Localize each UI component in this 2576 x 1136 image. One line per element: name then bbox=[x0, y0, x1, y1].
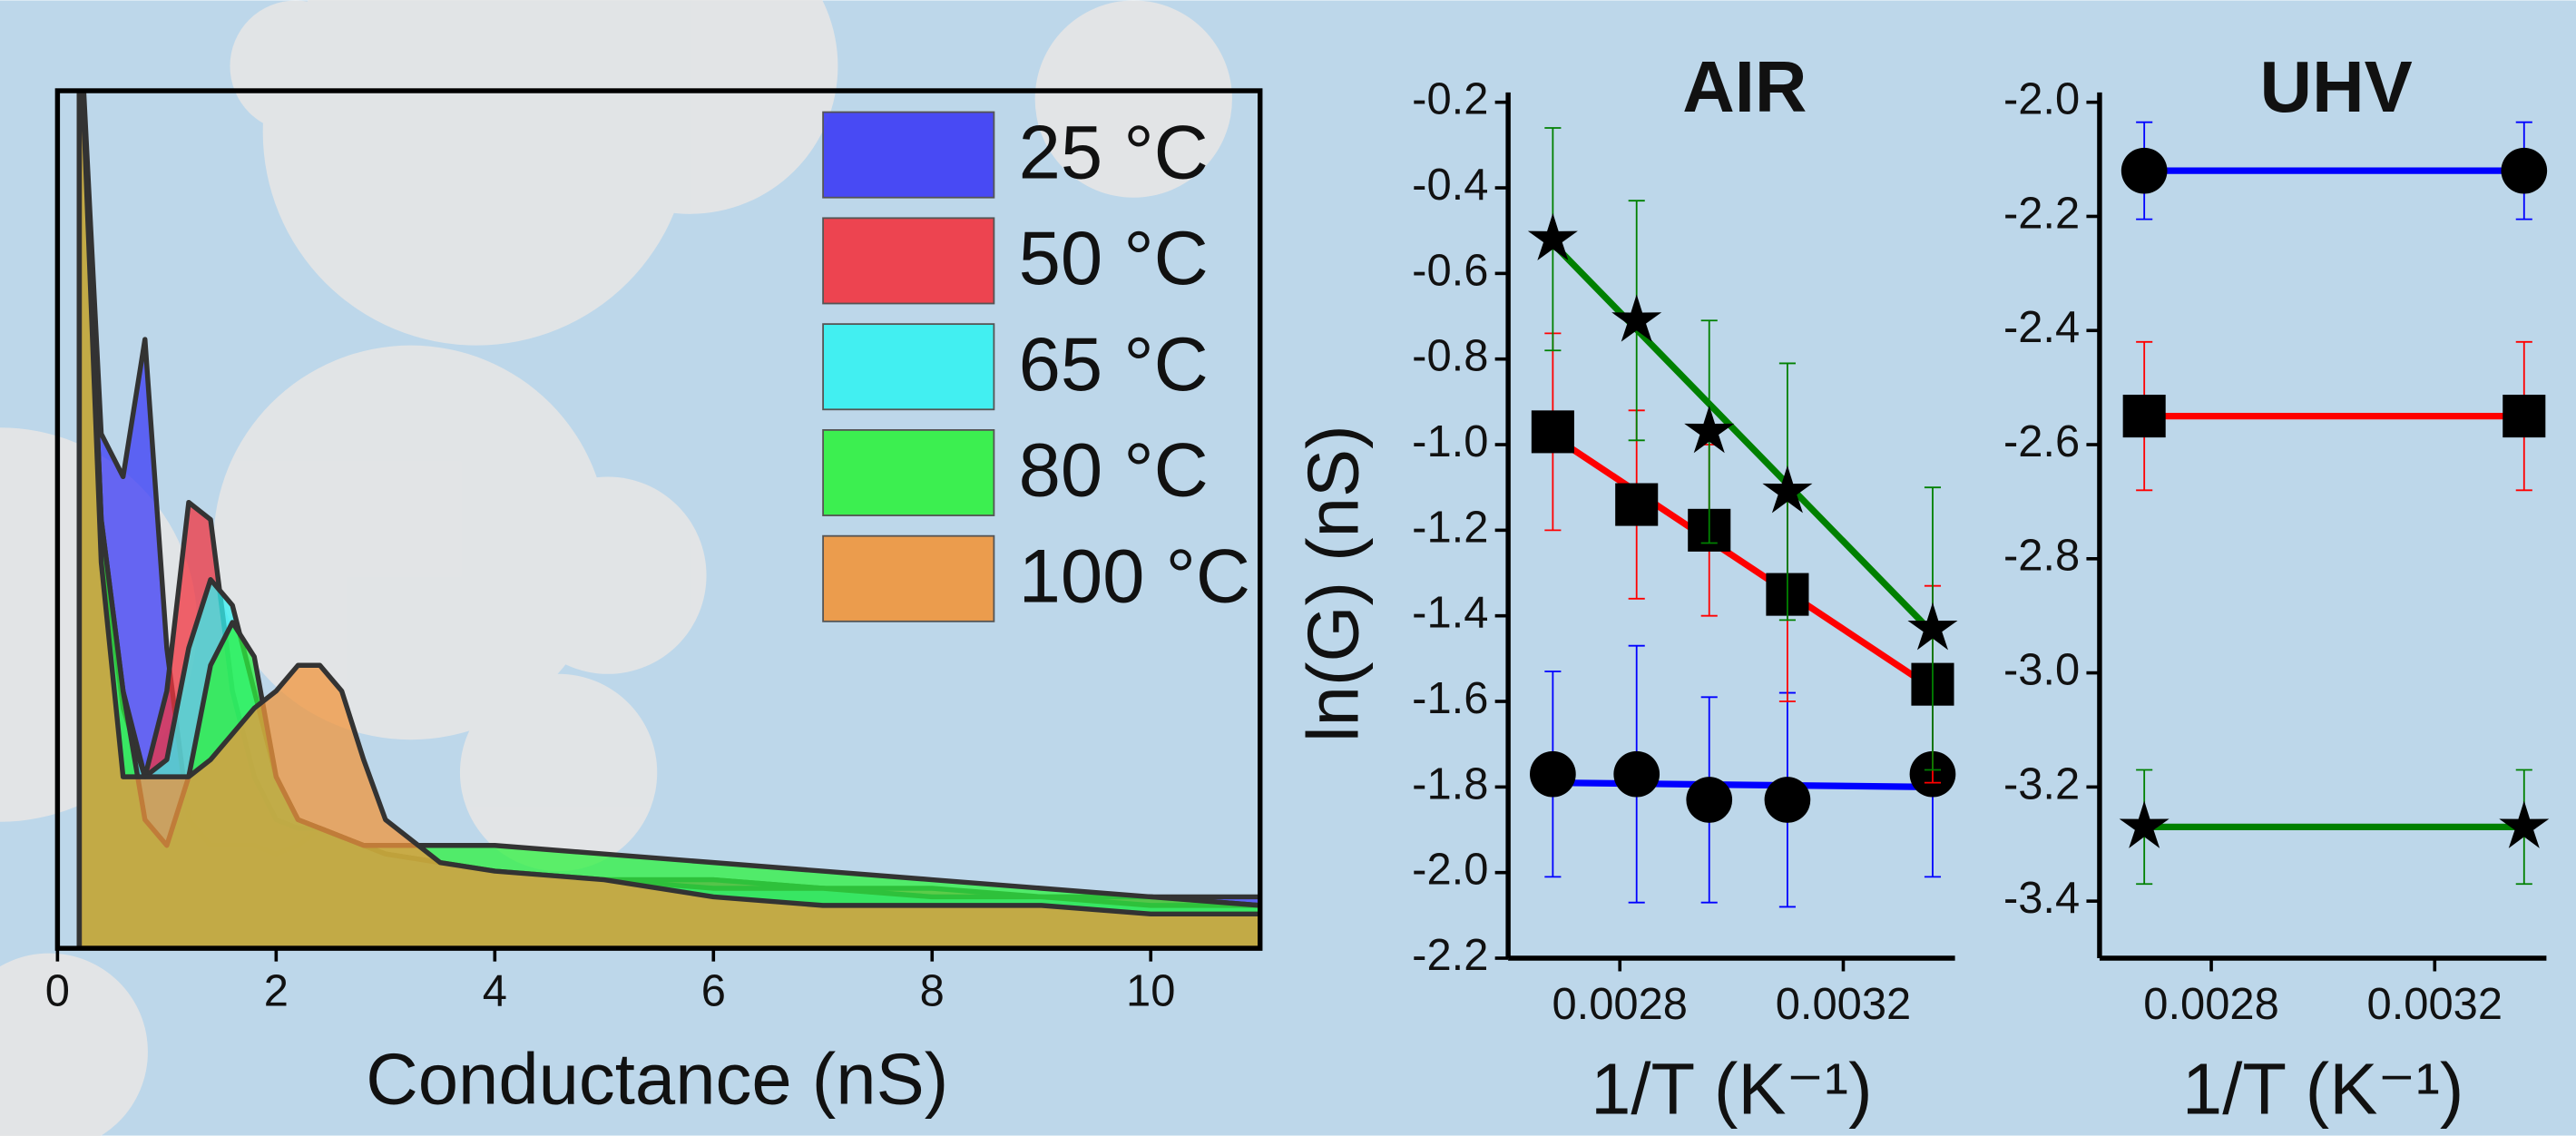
point bbox=[2119, 800, 2170, 848]
y-tick-label: -2.2 bbox=[1412, 931, 1488, 980]
x-tick-label: 0.0028 bbox=[2143, 980, 2279, 1029]
y-tick-label: -0.6 bbox=[1412, 246, 1488, 295]
y-tick-label: -2.0 bbox=[2003, 75, 2080, 124]
y-tick-label: -1.8 bbox=[1412, 759, 1488, 808]
chart-title: AIR bbox=[1682, 46, 1807, 127]
point bbox=[1615, 483, 1659, 526]
y-tick-label: -2.4 bbox=[2003, 303, 2080, 352]
legend-label: 50 °C bbox=[1019, 216, 1209, 300]
y-tick-label: -3.4 bbox=[2003, 874, 2080, 923]
y-tick-label: -0.8 bbox=[1412, 332, 1488, 381]
y-tick-label: -3.0 bbox=[2003, 645, 2080, 694]
point bbox=[2122, 395, 2166, 438]
point bbox=[1764, 777, 1811, 823]
plot-area bbox=[76, 91, 1260, 949]
point bbox=[1762, 465, 1813, 514]
point bbox=[1686, 777, 1733, 823]
x-tick-label: 6 bbox=[701, 967, 726, 1016]
y-tick-label: -1.2 bbox=[1412, 503, 1488, 552]
point bbox=[1907, 602, 1958, 651]
point bbox=[2121, 147, 2168, 194]
legend-swatch bbox=[822, 323, 995, 411]
point bbox=[2503, 395, 2546, 438]
area bbox=[76, 91, 1260, 949]
legend-swatch bbox=[822, 429, 995, 516]
y-axis-label: ln(G) (nS) bbox=[1293, 425, 1374, 742]
x-tick-label: 0 bbox=[45, 967, 70, 1016]
legend-swatch bbox=[822, 111, 995, 199]
y-tick-label: -2.2 bbox=[2003, 189, 2080, 238]
fit-line bbox=[1550, 240, 1935, 636]
x-tick-label: 2 bbox=[264, 967, 289, 1016]
x-tick-label: 10 bbox=[1126, 967, 1175, 1016]
x-axis-label: 1/T (K⁻¹) bbox=[1591, 1048, 1873, 1129]
plot-frame bbox=[54, 88, 1263, 951]
point bbox=[1527, 212, 1578, 261]
point bbox=[1613, 750, 1660, 798]
legend-label: 65 °C bbox=[1019, 322, 1209, 406]
point bbox=[1531, 410, 1574, 454]
fit-line bbox=[1551, 433, 1934, 691]
legend-label: 100 °C bbox=[1019, 534, 1251, 618]
y-tick-label: -2.6 bbox=[2003, 417, 2080, 466]
point bbox=[1530, 750, 1576, 798]
x-tick-label: 0.0028 bbox=[1552, 980, 1688, 1029]
y-tick-label: -0.2 bbox=[1412, 75, 1488, 124]
y-tick-label: -1.4 bbox=[1412, 589, 1488, 638]
x-tick-label: 0.0032 bbox=[1776, 980, 1912, 1029]
x-axis-label: 1/T (K⁻¹) bbox=[2182, 1048, 2464, 1129]
x-tick-label: 0.0032 bbox=[2367, 980, 2503, 1029]
chart-title: UHV bbox=[2260, 46, 2413, 127]
y-tick-label: -0.4 bbox=[1412, 161, 1488, 210]
y-tick-label: -2.8 bbox=[2003, 532, 2080, 581]
fit-line bbox=[1552, 779, 1934, 790]
y-tick-label: -1.6 bbox=[1412, 674, 1488, 723]
point bbox=[2501, 147, 2548, 194]
x-tick-label: 4 bbox=[483, 967, 507, 1016]
legend-label: 80 °C bbox=[1019, 428, 1209, 513]
point bbox=[1611, 294, 1662, 342]
x-axis-label: Conductance (nS) bbox=[366, 1038, 948, 1119]
y-tick-label: -1.0 bbox=[1412, 417, 1488, 466]
legend-swatch bbox=[822, 534, 995, 622]
point bbox=[2499, 800, 2550, 848]
legend-swatch bbox=[822, 217, 995, 305]
point bbox=[1684, 405, 1735, 454]
legend-label: 25 °C bbox=[1019, 110, 1209, 194]
y-tick-label: -2.0 bbox=[1412, 846, 1488, 895]
y-tick-label: -3.2 bbox=[2003, 759, 2080, 808]
x-tick-label: 8 bbox=[920, 967, 945, 1016]
